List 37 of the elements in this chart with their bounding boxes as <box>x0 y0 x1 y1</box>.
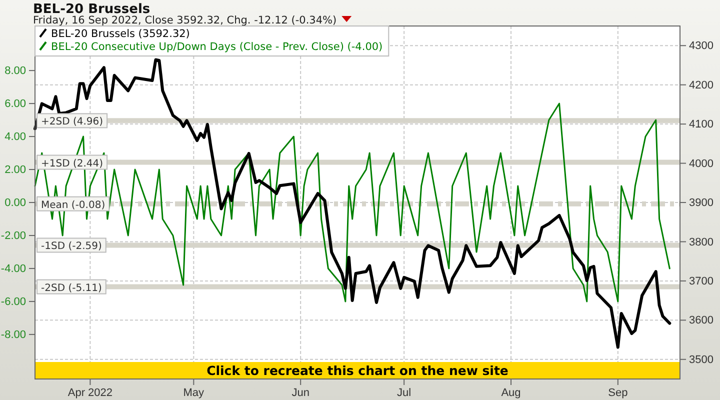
y-tick-label: 3700 <box>689 275 714 288</box>
ref-line-label: Mean (-0.08) <box>41 200 106 211</box>
y-tick-label: 3600 <box>689 314 714 327</box>
line-series <box>34 58 672 349</box>
x-tick-label: May <box>183 386 205 399</box>
line-series <box>34 102 670 302</box>
y2-tick-label: -4.00 <box>0 263 26 275</box>
y2-tick-label: -8.00 <box>0 328 26 341</box>
y2-tick-label: 4.00 <box>4 131 26 144</box>
ref-line-label: +1SD (2.44) <box>41 158 104 170</box>
y-tick-label: 3800 <box>689 236 714 248</box>
y2-tick-label: 8.00 <box>4 65 26 78</box>
y2-tick-label: 2.00 <box>4 164 26 176</box>
y-tick-label: 3500 <box>689 354 714 366</box>
ref-line-label: -1SD (-2.59) <box>41 241 102 252</box>
legend-label: BEL-20 Brussels (3592.32) <box>51 28 190 40</box>
x-tick-label: Jun <box>292 386 310 399</box>
x-tick-label: Aug <box>501 386 521 399</box>
banner: Click to recreate this chart on the new site <box>35 362 680 379</box>
y-tick-label: 4300 <box>689 40 714 52</box>
x-tick-label: Jul <box>397 386 412 399</box>
y2-tick-label: 0.00 <box>4 197 26 210</box>
y2-tick-label: 6.00 <box>4 98 26 110</box>
y-tick-label: 4200 <box>689 79 714 92</box>
legend-label: BEL-20 Consecutive Up/Down Days (Close - Prev. Close) (-4.00) <box>51 41 383 53</box>
y2-tick-label: -2.00 <box>0 230 26 242</box>
ref-line-label: +2SD (4.96) <box>41 116 104 128</box>
ref-line-label: -2SD (-5.11) <box>41 282 102 294</box>
annotation: Click to recreate this chart on the new site <box>206 363 508 378</box>
chart-title: BEL-20 Brussels <box>33 2 150 17</box>
y2-tick-label: -6.00 <box>0 296 26 308</box>
x-tick-label: Sep <box>608 386 628 399</box>
x-tick-label: Apr 2022 <box>68 386 113 399</box>
y-tick-label: 4100 <box>689 118 714 131</box>
y-tick-label: 3900 <box>689 197 714 210</box>
chart-subtitle: Friday, 16 Sep 2022, Close 3592.32, Chg. -12.12 (-0.34%) <box>33 14 337 26</box>
y-tick-label: 4000 <box>689 158 714 170</box>
